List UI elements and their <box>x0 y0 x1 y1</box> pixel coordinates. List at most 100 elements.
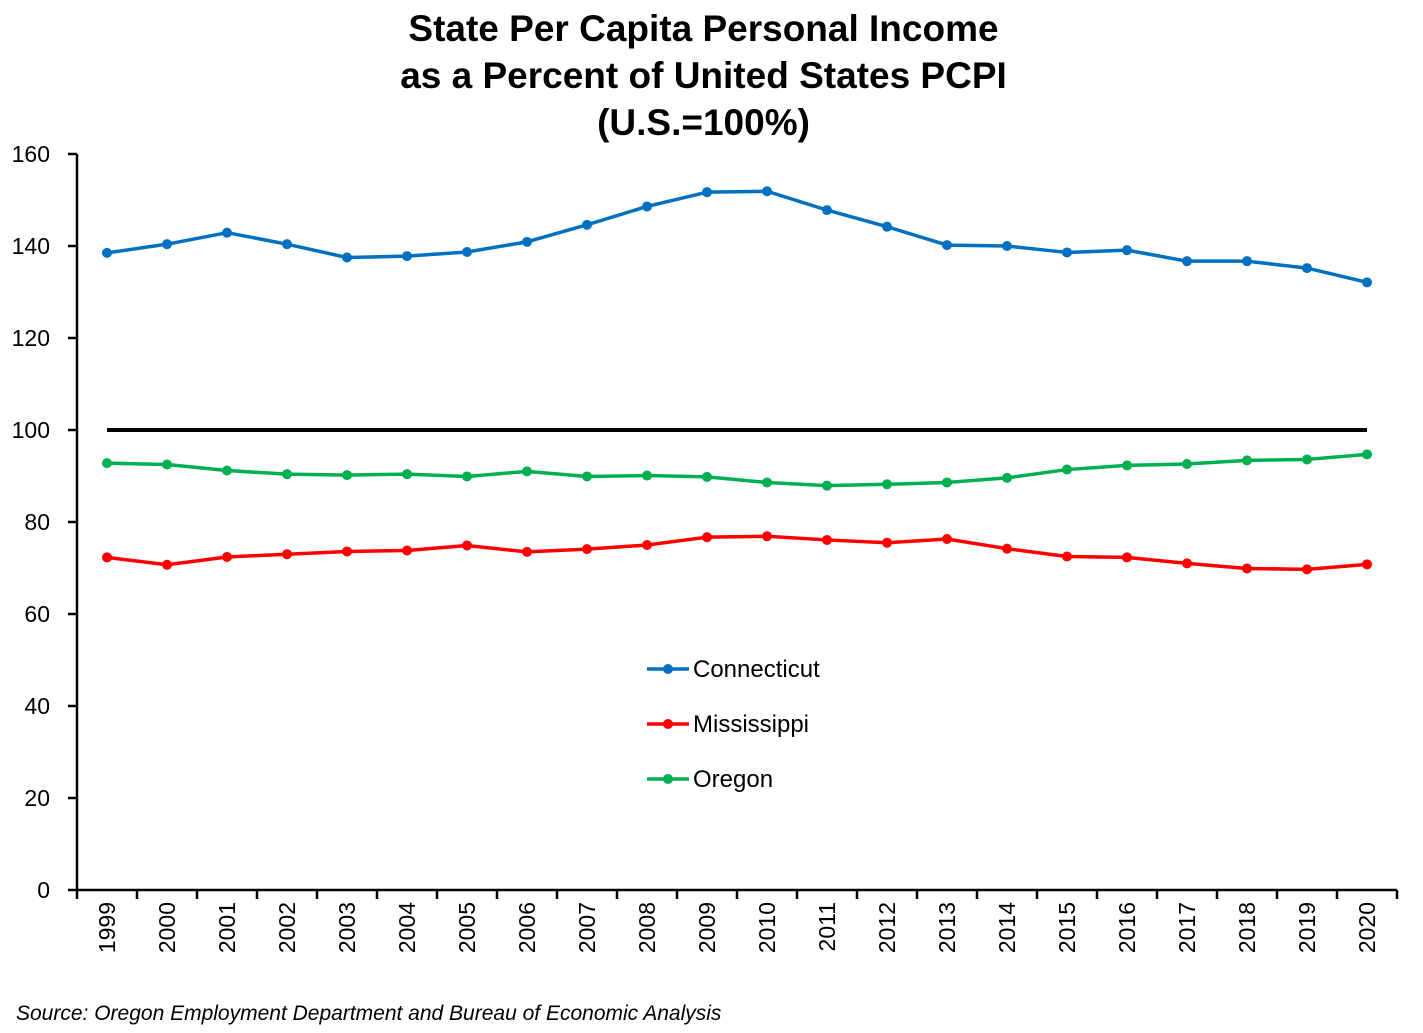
data-point-connecticut <box>342 252 352 263</box>
chart-title-line-1: State Per Capita Personal Income <box>408 8 999 49</box>
data-point-oregon <box>762 477 772 488</box>
data-point-oregon <box>822 480 832 491</box>
series-group <box>102 186 1372 575</box>
data-point-mississippi <box>1122 552 1132 563</box>
x-tick-label: 2015 <box>1054 902 1080 953</box>
x-tick-label: 2019 <box>1294 902 1320 953</box>
data-point-oregon <box>282 469 292 480</box>
data-point-connecticut <box>882 221 892 232</box>
y-tick-label: 40 <box>24 693 50 719</box>
x-tick-label: 2005 <box>454 902 480 953</box>
data-point-mississippi <box>222 551 232 562</box>
y-tick-label: 0 <box>37 877 50 903</box>
data-point-connecticut <box>1362 277 1372 288</box>
data-point-mississippi <box>1182 558 1192 569</box>
data-point-oregon <box>402 469 412 480</box>
data-point-mississippi <box>1062 551 1072 562</box>
series-line-mississippi <box>106 534 1368 572</box>
x-tick-label: 2009 <box>694 902 720 953</box>
data-point-mississippi <box>1362 559 1372 570</box>
data-point-mississippi <box>282 549 292 560</box>
x-tick-label: 2004 <box>394 902 420 953</box>
data-point-mississippi <box>702 532 712 543</box>
data-point-connecticut <box>1122 245 1132 256</box>
x-tick-label: 1999 <box>94 902 120 953</box>
data-point-mississippi <box>582 544 592 555</box>
data-point-oregon <box>462 471 472 482</box>
y-tick-label: 20 <box>24 785 50 811</box>
data-point-mississippi <box>402 545 412 556</box>
data-point-connecticut <box>1182 256 1192 267</box>
data-point-oregon <box>222 465 232 476</box>
data-point-connecticut <box>522 236 532 247</box>
x-tick-label: 2014 <box>994 902 1020 953</box>
x-tick-label: 2001 <box>214 902 240 953</box>
x-tick-label: 2008 <box>634 902 660 953</box>
data-point-oregon <box>1122 460 1132 471</box>
data-point-connecticut <box>642 201 652 212</box>
data-point-oregon <box>642 470 652 481</box>
data-point-oregon <box>1242 455 1252 466</box>
legend: Connecticut Mississippi Oregon <box>647 656 820 793</box>
data-point-connecticut <box>942 240 952 251</box>
data-point-connecticut <box>762 186 772 197</box>
x-tick-label: 2017 <box>1174 902 1200 953</box>
data-point-mississippi <box>462 540 472 551</box>
x-tick-label: 2006 <box>514 902 540 953</box>
data-point-mississippi <box>882 537 892 548</box>
y-tick-label: 140 <box>12 233 50 259</box>
data-point-oregon <box>1002 472 1012 483</box>
data-point-connecticut <box>102 247 112 258</box>
x-tick-label: 2018 <box>1234 902 1260 953</box>
data-point-connecticut <box>222 227 232 238</box>
data-point-connecticut <box>1242 256 1252 267</box>
data-point-mississippi <box>522 546 532 557</box>
legend-marker-connecticut <box>663 664 673 674</box>
data-point-mississippi <box>942 534 952 545</box>
data-point-mississippi <box>1302 564 1312 575</box>
x-tick-label: 2010 <box>754 902 780 953</box>
data-point-oregon <box>1182 459 1192 470</box>
x-tick-label: 2020 <box>1354 902 1380 953</box>
y-tick-label: 160 <box>12 141 50 167</box>
x-tick-label: 2016 <box>1114 902 1140 953</box>
data-point-mississippi <box>1242 563 1252 574</box>
data-point-mississippi <box>822 534 832 545</box>
data-point-mississippi <box>162 559 172 570</box>
data-point-connecticut <box>822 205 832 216</box>
data-point-connecticut <box>1062 247 1072 258</box>
x-tick-label: 2012 <box>874 902 900 953</box>
data-point-connecticut <box>462 246 472 257</box>
data-point-oregon <box>1302 454 1312 465</box>
legend-marker-mississippi <box>663 719 673 729</box>
x-tick-label: 2003 <box>334 902 360 953</box>
data-point-oregon <box>1362 449 1372 460</box>
data-point-connecticut <box>1302 263 1312 274</box>
legend-label-oregon: Oregon <box>693 766 773 793</box>
data-point-oregon <box>702 471 712 482</box>
data-point-mississippi <box>762 531 772 542</box>
x-tick-label: 2000 <box>154 902 180 953</box>
y-tick-label: 60 <box>24 601 50 627</box>
legend-label-connecticut: Connecticut <box>693 656 820 683</box>
y-tick-label: 80 <box>24 509 50 535</box>
legend-label-mississippi: Mississippi <box>693 711 809 738</box>
chart-title-line-2: as a Percent of United States PCPI <box>400 55 1007 96</box>
data-point-oregon <box>942 477 952 488</box>
data-point-oregon <box>162 459 172 470</box>
data-point-connecticut <box>282 239 292 250</box>
series-line-connecticut <box>106 189 1368 285</box>
legend-marker-oregon <box>663 774 673 784</box>
x-tick-label: 2011 <box>814 902 840 951</box>
data-point-connecticut <box>702 187 712 198</box>
x-tick-label: 2002 <box>274 902 300 953</box>
data-point-connecticut <box>582 219 592 230</box>
data-point-connecticut <box>162 239 172 250</box>
y-tick-label: 100 <box>12 417 50 443</box>
data-point-oregon <box>522 466 532 477</box>
data-point-connecticut <box>402 251 412 262</box>
data-point-oregon <box>582 471 592 482</box>
chart-title-line-3: (U.S.=100%) <box>597 102 810 143</box>
y-tick-label: 120 <box>12 325 50 351</box>
x-tick-label: 2013 <box>934 902 960 953</box>
